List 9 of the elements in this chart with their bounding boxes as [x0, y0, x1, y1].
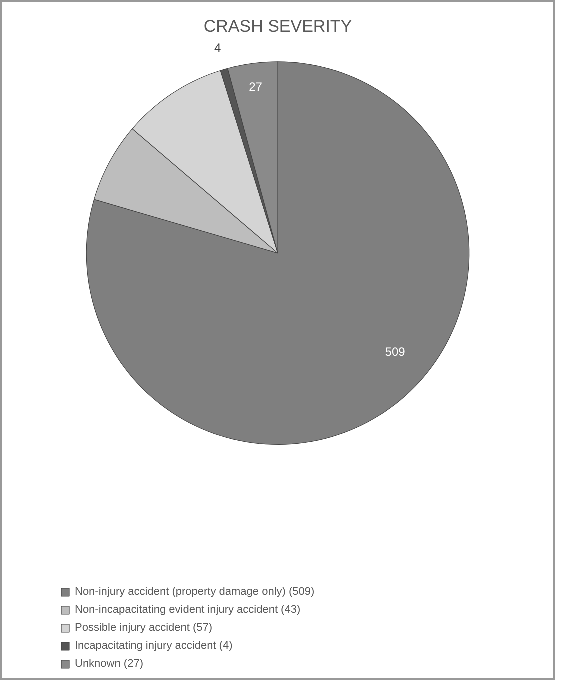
chart-title: CRASH SEVERITY — [204, 17, 352, 36]
legend-label: Incapacitating injury accident (4) — [75, 640, 233, 652]
legend-label: Non-incapacitating evident injury accident (43) — [75, 604, 301, 616]
data-label: 27 — [249, 80, 263, 94]
data-label: 4 — [214, 41, 222, 56]
data-label: 509 — [385, 345, 406, 360]
legend-label: Unknown (27) — [75, 658, 144, 670]
legend-label: Non-injury accident (property damage only) (509) — [75, 586, 315, 598]
legend-label: Possible injury accident (57) — [75, 622, 213, 634]
